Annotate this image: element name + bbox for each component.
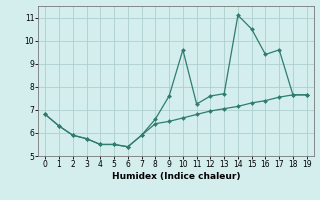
- X-axis label: Humidex (Indice chaleur): Humidex (Indice chaleur): [112, 172, 240, 181]
